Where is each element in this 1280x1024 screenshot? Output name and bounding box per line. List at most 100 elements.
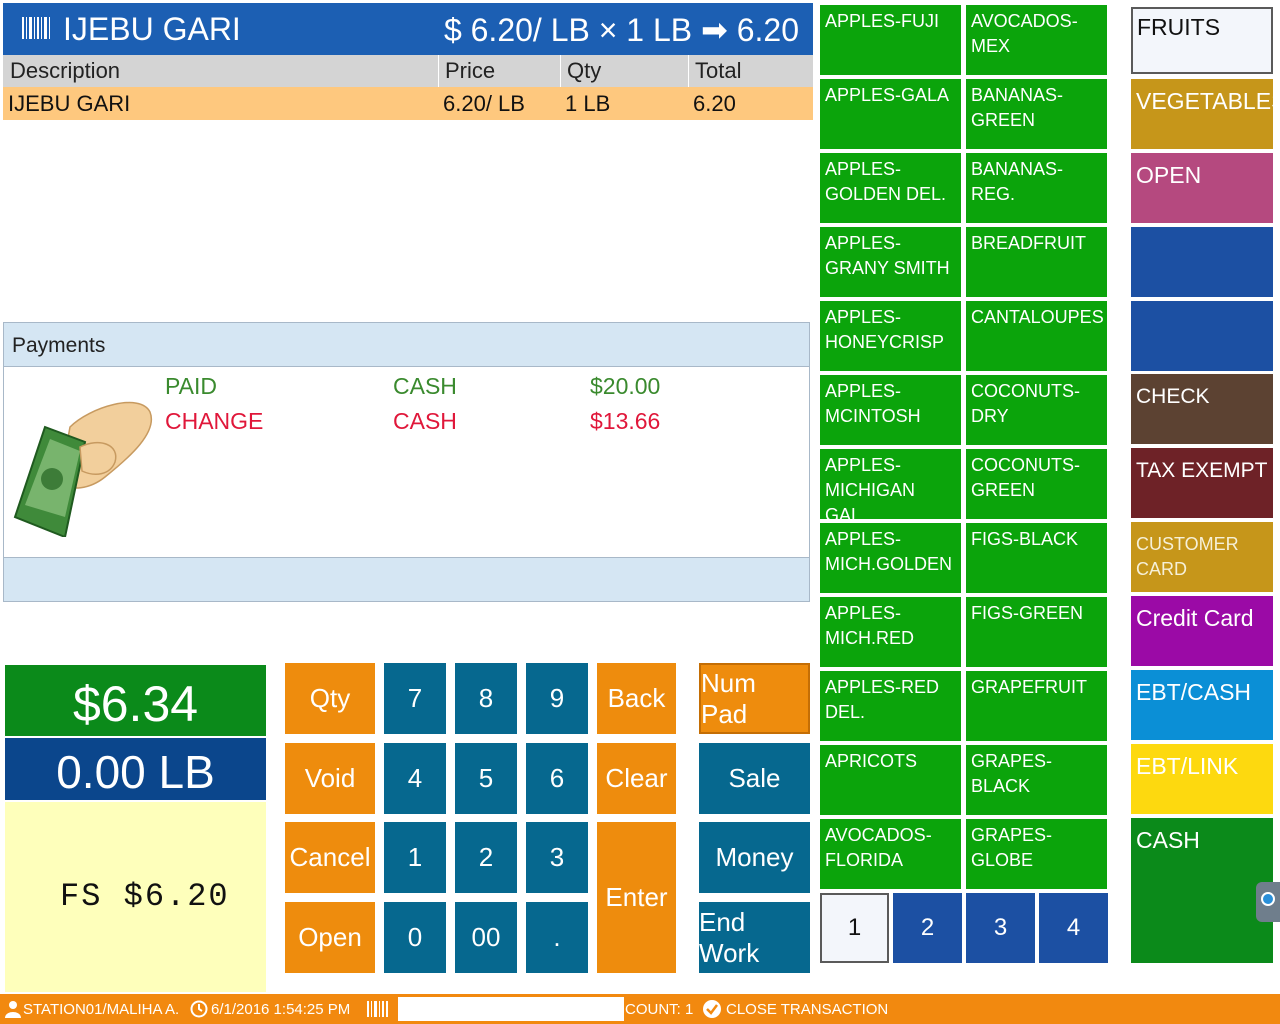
money-button[interactable]: Money: [699, 822, 810, 893]
sale-button[interactable]: Sale: [699, 743, 810, 814]
item-button[interactable]: APRICOTS: [820, 745, 961, 815]
order-table-header: Description Price Qty Total: [3, 55, 813, 87]
enter-button[interactable]: Enter: [597, 822, 676, 973]
item-count: COUNT: 1: [625, 1001, 694, 1018]
blank-button-1[interactable]: [1131, 227, 1273, 297]
row-description: IJEBU GARI: [8, 91, 131, 116]
ebt-cash-button[interactable]: EBT/CASH: [1131, 670, 1273, 740]
payments-footer: [4, 557, 809, 601]
page-4-button[interactable]: 4: [1039, 893, 1108, 963]
barcode-scan-icon: [366, 1000, 390, 1022]
key-00[interactable]: 00: [455, 902, 517, 973]
teamviewer-icon: [1261, 892, 1275, 906]
key-7[interactable]: 7: [384, 663, 446, 734]
cash-button[interactable]: CASH: [1131, 818, 1273, 963]
item-button[interactable]: GRAPES-GLOBE: [966, 819, 1107, 889]
fs-amount: FS $6.20: [60, 878, 230, 915]
key-6[interactable]: 6: [526, 743, 588, 814]
numpad-button[interactable]: Num Pad: [699, 663, 810, 734]
item-button[interactable]: APPLES-FUJI: [820, 5, 961, 75]
item-button[interactable]: FIGS-GREEN: [966, 597, 1107, 667]
status-bar: STATION01/MALIHA A. 6/1/2016 1:54:25 PM …: [0, 994, 1280, 1024]
food-stamp-display: FS $6.20: [5, 802, 266, 992]
col-qty: Qty: [567, 58, 602, 83]
qty-button[interactable]: Qty: [285, 663, 375, 734]
item-button[interactable]: FIGS-BLACK: [966, 523, 1107, 593]
back-button[interactable]: Back: [597, 663, 676, 734]
customer-card-button[interactable]: CUSTOMER CARD: [1131, 522, 1273, 592]
key-0[interactable]: 0: [384, 902, 446, 973]
clock-icon: [190, 1000, 208, 1022]
key-dot[interactable]: .: [526, 902, 588, 973]
end-work-button[interactable]: End Work: [699, 902, 810, 973]
void-button[interactable]: Void: [285, 743, 375, 814]
paid-method: CASH: [393, 373, 457, 399]
category-fruits-button[interactable]: FRUITS: [1131, 7, 1273, 74]
item-button[interactable]: COCONUTS-GREEN: [966, 449, 1107, 519]
header-item-name: IJEBU GARI: [63, 11, 241, 47]
table-row[interactable]: IJEBU GARI 6.20/ LB 1 LB 6.20: [3, 87, 813, 120]
change-label: CHANGE: [165, 408, 264, 434]
item-button[interactable]: APPLES-MICH.RED: [820, 597, 961, 667]
item-button[interactable]: APPLES-GOLDEN DEL.: [820, 153, 961, 223]
clear-button[interactable]: Clear: [597, 743, 676, 814]
cancel-button[interactable]: Cancel: [285, 822, 375, 893]
row-price: 6.20/ LB: [443, 91, 525, 116]
key-8[interactable]: 8: [455, 663, 517, 734]
item-button[interactable]: GRAPES-BLACK: [966, 745, 1107, 815]
ebt-link-button[interactable]: EBT/LINK: [1131, 744, 1273, 814]
key-4[interactable]: 4: [384, 743, 446, 814]
item-button[interactable]: APPLES-MCINTOSH: [820, 375, 961, 445]
item-button[interactable]: GRAPEFRUIT: [966, 671, 1107, 741]
weight-display: 0.00 LB: [5, 738, 266, 800]
page-1-button[interactable]: 1: [820, 893, 889, 963]
key-5[interactable]: 5: [455, 743, 517, 814]
item-button[interactable]: BREADFRUIT: [966, 227, 1107, 297]
cash-hand-icon: [10, 387, 160, 539]
station-user: STATION01/MALIHA A.: [23, 1001, 180, 1018]
tax-exempt-button[interactable]: TAX EXEMPT: [1131, 448, 1273, 518]
header-price-formula: $ 6.20/ LB × 1 LB ➡ 6.20: [443, 12, 799, 48]
blank-button-2[interactable]: [1131, 301, 1273, 371]
credit-card-button[interactable]: Credit Card: [1131, 596, 1273, 666]
open-category-button[interactable]: OPEN: [1131, 153, 1273, 223]
key-1[interactable]: 1: [384, 822, 446, 893]
payments-panel: Payments PAID CASH $20.00 CHANGE CASH $1…: [3, 322, 810, 602]
check-circle-icon[interactable]: [702, 999, 722, 1023]
item-button[interactable]: BANANAS-REG.: [966, 153, 1107, 223]
item-button[interactable]: APPLES-MICHIGAN GAL: [820, 449, 961, 525]
category-vegetables-button[interactable]: VEGETABLES: [1131, 79, 1280, 149]
total-display: $6.34: [5, 665, 266, 736]
page-2-button[interactable]: 2: [893, 893, 962, 963]
item-button[interactable]: AVOCADOS-MEX: [966, 5, 1107, 75]
item-button[interactable]: BANANAS-GREEN: [966, 79, 1107, 149]
col-total: Total: [695, 58, 742, 83]
item-button[interactable]: CANTALOUPES: [966, 301, 1107, 371]
row-total: 6.20: [693, 91, 736, 116]
date-time: 6/1/2016 1:54:25 PM: [211, 1001, 351, 1018]
close-transaction-button[interactable]: CLOSE TRANSACTION: [726, 1001, 889, 1018]
row-qty: 1 LB: [565, 91, 611, 116]
item-button[interactable]: APPLES-HONEYCRISP: [820, 301, 961, 371]
item-button[interactable]: APPLES-MICH.GOLDEN: [820, 523, 961, 593]
payments-header: Payments: [4, 323, 809, 367]
barcode-icon: [21, 16, 51, 45]
item-button[interactable]: APPLES-GALA: [820, 79, 961, 149]
item-header: IJEBU GARI $ 6.20/ LB × 1 LB ➡ 6.20: [3, 3, 813, 55]
open-button[interactable]: Open: [285, 902, 375, 973]
item-button[interactable]: AVOCADOS-FLORIDA: [820, 819, 961, 889]
item-button[interactable]: COCONUTS-DRY: [966, 375, 1107, 445]
col-description: Description: [10, 58, 121, 83]
scan-input[interactable]: [398, 997, 624, 1021]
paid-label: PAID: [165, 373, 217, 399]
item-button[interactable]: APPLES-RED DEL.: [820, 671, 961, 741]
side-tab-handle[interactable]: [1256, 882, 1280, 922]
key-9[interactable]: 9: [526, 663, 588, 734]
change-amount: $13.66: [590, 408, 661, 434]
key-3[interactable]: 3: [526, 822, 588, 893]
key-2[interactable]: 2: [455, 822, 517, 893]
change-method: CASH: [393, 408, 457, 434]
check-button[interactable]: CHECK: [1131, 374, 1273, 444]
item-button[interactable]: APPLES-GRANY SMITH: [820, 227, 961, 297]
page-3-button[interactable]: 3: [966, 893, 1035, 963]
